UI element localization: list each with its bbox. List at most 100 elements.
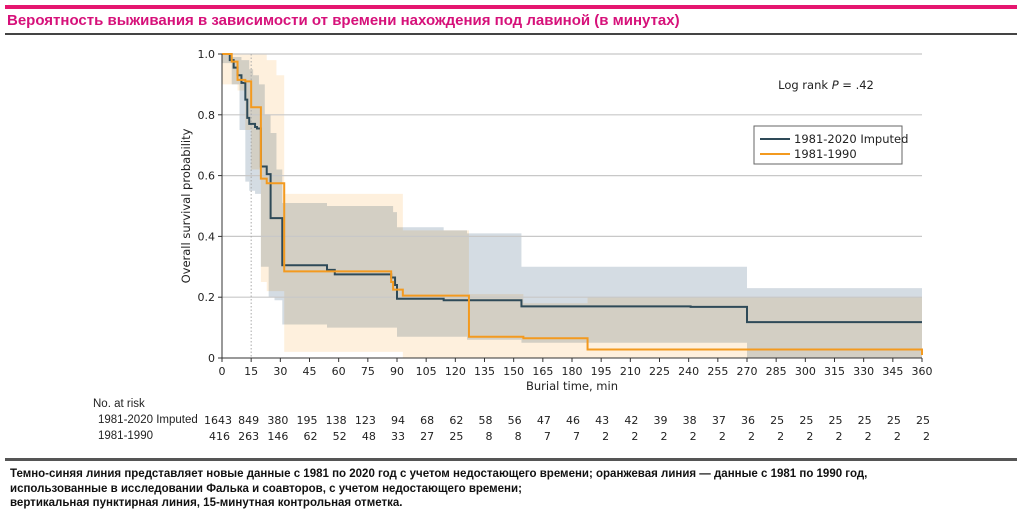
confidence-bands: [222, 54, 922, 358]
y-tick-label: 0.4: [198, 230, 216, 243]
risk-count: 849: [238, 414, 260, 427]
survival-line-1: [222, 53, 923, 355]
risk-count: 263: [238, 430, 260, 443]
risk-count: 25: [857, 414, 872, 427]
x-tick-label: 90: [390, 365, 404, 378]
risk-count: 48: [361, 430, 376, 443]
x-tick-label: 360: [912, 365, 933, 378]
risk-count: 8: [485, 430, 493, 443]
risk-row-label: 1981-1990: [98, 430, 153, 442]
risk-count: 62: [303, 430, 318, 443]
risk-count: 2: [835, 430, 843, 443]
legend-label-imputed: 1981-2020 Imputed: [794, 132, 908, 146]
x-tick-label: 225: [649, 365, 670, 378]
legend-box: [753, 125, 903, 165]
log-rank-p: P: [832, 78, 839, 92]
risk-count: 58: [478, 414, 493, 427]
risk-count: 33: [391, 430, 405, 443]
risk-count: 25: [449, 430, 464, 443]
title-divider: [5, 33, 1017, 35]
x-tick-label: 15: [244, 365, 258, 378]
risk-count: 2: [660, 430, 668, 443]
risk-row-label: 1981-2020 Imputed: [98, 414, 198, 426]
risk-count: 7: [573, 430, 580, 443]
risk-count: 2: [718, 430, 726, 443]
x-tick-label: 210: [620, 365, 641, 378]
risk-count: 1643: [204, 414, 232, 427]
gridlines: [222, 53, 922, 298]
log-rank-value: = .42: [839, 78, 874, 92]
page-title: Вероятность выживания в зависимости от в…: [7, 12, 680, 29]
risk-count: 2: [777, 430, 785, 443]
risk-count: 2: [602, 430, 610, 443]
x-tick-label: 240: [678, 365, 699, 378]
risk-count: 195: [296, 414, 318, 427]
x-tick-label: 345: [882, 365, 903, 378]
risk-count: 2: [864, 430, 872, 443]
caption-line: вертикальная пунктирная линия, 15-минутн…: [10, 497, 403, 509]
ci-band-1: [222, 54, 922, 358]
risk-count: 56: [507, 414, 522, 427]
risk-count: 2: [689, 430, 697, 443]
x-tick-label: 315: [824, 365, 845, 378]
risk-count: 138: [325, 414, 347, 427]
risk-count: 46: [566, 414, 580, 427]
y-tick-label: 0.6: [198, 170, 216, 183]
x-tick-label: 105: [416, 365, 437, 378]
x-tick-label: 75: [361, 365, 375, 378]
risk-count: 2: [923, 430, 930, 443]
x-tick-label: 255: [707, 365, 728, 378]
risk-count: 94: [391, 414, 405, 427]
figure-caption: Темно-синяя линия представляет новые дан…: [10, 467, 1000, 511]
x-tick-label: 120: [445, 365, 466, 378]
caption-line: Темно-синяя линия представляет новые дан…: [10, 468, 868, 480]
risk-count: 42: [624, 414, 639, 427]
risk-count: 2: [748, 430, 755, 443]
survival-chart: 0 15 30 45 60 75 90 105 120 135 150 165 180 195 210 225…: [179, 48, 933, 393]
y-tick-label: 0.8: [198, 109, 216, 122]
x-tick-label: 60: [332, 365, 346, 378]
x-tick-label: 270: [737, 365, 758, 378]
risk-count: 36: [741, 414, 755, 427]
axes: 0 15 30 45 60 75 90 105 120 135 150 165 180 195 210 225…: [198, 48, 933, 378]
risk-count: 43: [595, 414, 610, 427]
risk-count: 39: [653, 414, 668, 427]
y-tick-label: 0.2: [198, 291, 216, 304]
y-axis-label: Overall survival probability: [179, 128, 193, 283]
x-tick-label: 150: [503, 365, 524, 378]
risk-count: 25: [770, 414, 785, 427]
risk-count: 2: [893, 430, 901, 443]
y-tick-label: 1.0: [198, 48, 216, 61]
risk-count: 62: [449, 414, 464, 427]
log-rank-prefix: Log rank: [778, 78, 832, 92]
legend-label-1981-1990: 1981-1990: [794, 147, 857, 161]
caption-divider: [5, 458, 1017, 461]
risk-count: 2: [806, 430, 814, 443]
x-tick-label: 30: [273, 365, 287, 378]
risk-count: 27: [420, 430, 435, 443]
y-tick-label: 0: [208, 352, 215, 365]
risk-count: 68: [420, 414, 435, 427]
top-accent-bar: [5, 5, 1017, 9]
risk-count: 7: [543, 430, 551, 443]
x-tick-label: 165: [532, 365, 553, 378]
risk-count: 25: [916, 414, 930, 427]
risk-count: 37: [711, 414, 726, 427]
risk-count: 2: [631, 430, 639, 443]
risk-table-title: No. at risk: [93, 398, 145, 410]
risk-count: 47: [536, 414, 551, 427]
x-tick-label: 195: [591, 365, 612, 378]
risk-count: 38: [682, 414, 697, 427]
risk-count: 25: [799, 414, 814, 427]
caption-line: использованные в исследовании Фалька и с…: [10, 482, 522, 495]
risk-count: 25: [886, 414, 901, 427]
survival-lines: [222, 53, 923, 355]
risk-count: 123: [354, 414, 376, 427]
x-tick-label: 45: [303, 365, 317, 378]
log-rank-annotation: Log rank P = .42: [778, 78, 874, 92]
x-tick-label: 330: [853, 365, 874, 378]
risk-count: 380: [267, 414, 289, 427]
x-tick-label: 180: [562, 365, 583, 378]
x-tick-label: 285: [766, 365, 787, 378]
x-axis-label: Burial time, min: [526, 379, 618, 393]
